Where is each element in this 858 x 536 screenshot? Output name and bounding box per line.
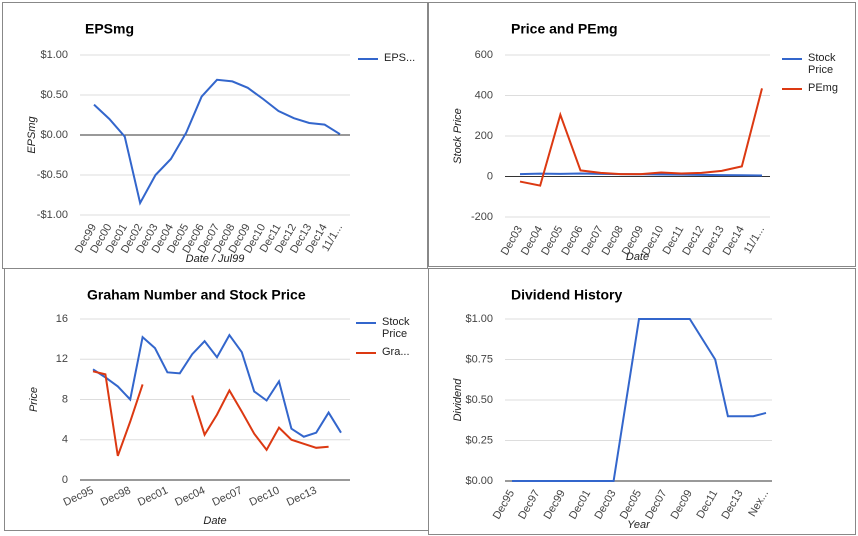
series-line (512, 318, 767, 482)
y-tick-label: $0.00 (40, 129, 68, 141)
y-tick-label: -$0.50 (37, 169, 68, 181)
panel-border (428, 2, 856, 267)
x-axis-title: Date (203, 515, 226, 527)
x-axis-title: Date / Jul99 (186, 253, 245, 265)
legend-label: PEmg (808, 82, 838, 94)
y-tick-label: 200 (475, 130, 493, 142)
chart-title: EPSmg (85, 21, 134, 37)
y-tick-label: 400 (475, 89, 493, 101)
legend-label: EPS... (384, 52, 416, 64)
legend-label: Stock Price (808, 52, 836, 76)
y-tick-label: $0.25 (465, 434, 493, 446)
legend-item: Stock Price (356, 316, 428, 340)
x-axis-title: Date (626, 251, 649, 263)
chart-panel: Graham Number and Stock Price0481216Dec9… (4, 268, 429, 531)
y-tick-label: $0.50 (40, 89, 68, 101)
y-tick-label: 8 (62, 393, 68, 405)
series-line (92, 370, 329, 457)
legend-box: Stock Price Gra... (356, 316, 428, 358)
chart-panel: EPSmg-$1.00-$0.50$0.00$0.50$1.00Dec99Dec… (2, 2, 430, 269)
chart-title: Graham Number and Stock Price (87, 287, 306, 303)
chart-panel: Price and PEmg-2000200400600Dec03Dec04De… (428, 2, 856, 267)
y-tick-label: 12 (56, 353, 68, 365)
y-axis-title: Price (28, 387, 40, 412)
series-line (92, 333, 342, 438)
y-tick-label: $0.50 (465, 394, 493, 406)
legend-item: Stock Price (782, 52, 854, 76)
x-axis-title: Year (627, 519, 651, 531)
y-tick-label: $0.75 (465, 353, 493, 365)
y-tick-label: 0 (487, 170, 493, 182)
chart-title: Dividend History (511, 287, 622, 303)
chart-title: Price and PEmg (511, 21, 618, 37)
legend: Stock Price PEmg (782, 52, 854, 94)
y-tick-label: $1.00 (465, 313, 493, 325)
legend-item: Gra... (356, 346, 428, 358)
legend-label: Gra... (382, 346, 410, 358)
y-tick-label: $1.00 (40, 49, 68, 61)
panel-border (428, 268, 856, 535)
legend-box: EPS... (358, 52, 430, 64)
legend-swatch (782, 88, 802, 90)
y-tick-label: $0.00 (465, 475, 493, 487)
legend-swatch (356, 352, 376, 354)
legend-swatch (358, 58, 378, 60)
y-axis-title: Stock Price (452, 108, 464, 164)
legend-swatch (356, 322, 376, 324)
legend: EPS... (358, 52, 430, 64)
y-tick-label: 16 (56, 313, 68, 325)
series-line (519, 88, 763, 187)
y-tick-label: -$1.00 (37, 209, 68, 221)
series-line (93, 78, 341, 206)
legend-item: PEmg (782, 82, 854, 94)
y-tick-label: 0 (62, 474, 68, 486)
legend: Stock Price Gra... (356, 316, 428, 358)
y-tick-label: 600 (475, 49, 493, 61)
legend-item: EPS... (358, 52, 430, 64)
y-tick-label: -200 (471, 211, 493, 223)
legend-label: Stock Price (382, 316, 410, 340)
legend-swatch (782, 58, 802, 60)
chart-panel: Dividend History $0.00 $0.25 $0.50 $0.75 $1.0… (428, 268, 856, 535)
y-axis-title: EPSmg (26, 115, 38, 153)
y-tick-label: 4 (62, 434, 68, 446)
legend-box: Stock Price PEmg (782, 52, 854, 94)
y-axis-title: Dividend (452, 378, 464, 422)
